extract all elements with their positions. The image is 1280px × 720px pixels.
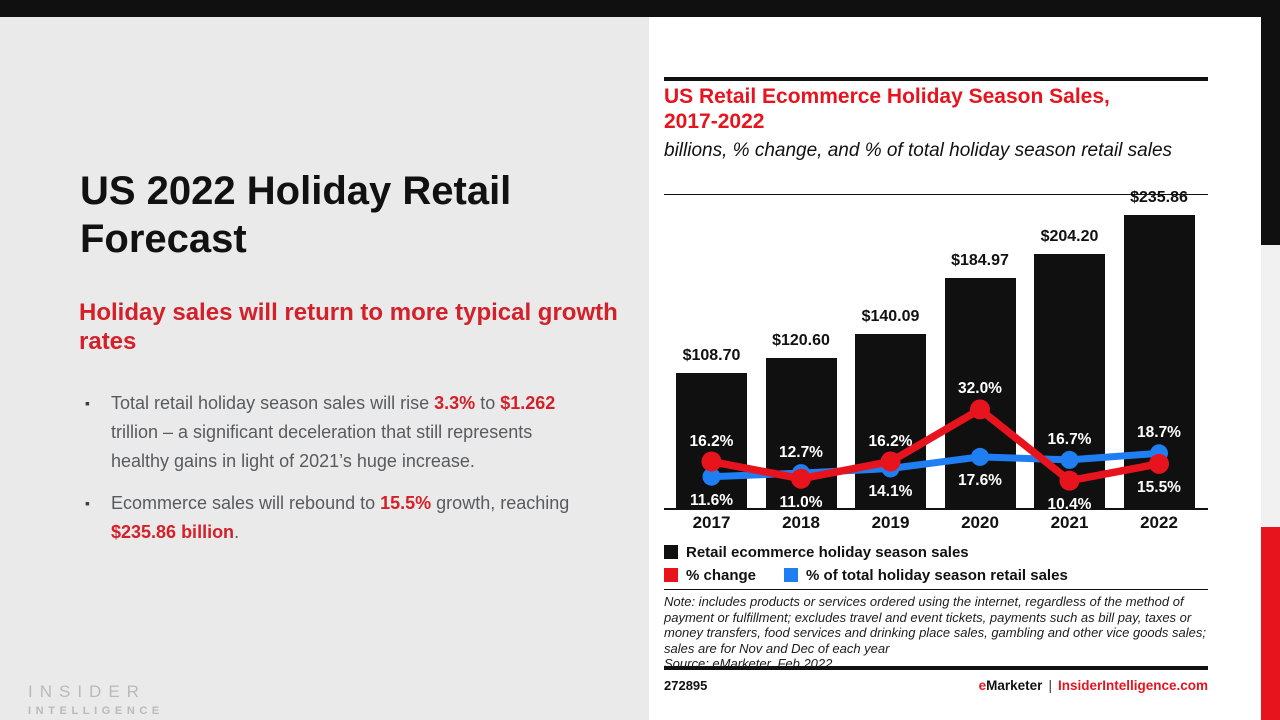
insider-intelligence-url: InsiderIntelligence.com bbox=[1057, 678, 1208, 693]
bar-value-label-2021: $204.20 bbox=[1040, 228, 1099, 246]
logo-line-insider: INSIDER bbox=[28, 682, 146, 701]
bullet-marker: ▪ bbox=[85, 495, 90, 511]
emarketer-rest: Marketer bbox=[986, 678, 1043, 693]
x-axis-label-2022: 2022 bbox=[1140, 513, 1178, 532]
pct-label-above-2019: 16.2% bbox=[868, 432, 913, 450]
text-panel: US 2022 Holiday Retail Forecast Holiday … bbox=[0, 17, 649, 720]
highlighted-text: 3.3% bbox=[434, 393, 476, 413]
pct-label-below-2019: 14.1% bbox=[868, 483, 913, 501]
x-axis-label-2018: 2018 bbox=[782, 513, 820, 532]
x-axis-label-2021: 2021 bbox=[1050, 513, 1089, 532]
pct-label-below-2021: 10.4% bbox=[1047, 495, 1092, 513]
legend-swatch-bars bbox=[664, 545, 678, 559]
chart-panel: US Retail Ecommerce Holiday Season Sales… bbox=[649, 17, 1261, 720]
pct-label-below-2022: 15.5% bbox=[1137, 478, 1181, 496]
x-axis-label-2020: 2020 bbox=[961, 513, 999, 532]
pct-label-above-2018: 12.7% bbox=[779, 444, 823, 462]
body-text: Total retail holiday season sales will r… bbox=[111, 393, 435, 413]
pct-label-below-2017: 11.6% bbox=[689, 491, 734, 509]
bar-value-label-2019: $140.09 bbox=[861, 307, 920, 325]
legend-row-bars: Retail ecommerce holiday season sales bbox=[664, 541, 1068, 563]
chart-top-rule bbox=[664, 77, 1208, 81]
legend-label-pct-change: % change bbox=[686, 566, 757, 584]
highlighted-text: $235.86 billion bbox=[111, 522, 235, 542]
chart-note: Note: includes products or services orde… bbox=[664, 594, 1210, 672]
edge-strip-gray bbox=[1261, 245, 1280, 527]
body-text: growth, reaching bbox=[431, 493, 570, 513]
legend-row-lines: % change % of total holiday season retai… bbox=[664, 564, 1068, 586]
top-accent-bar bbox=[0, 0, 1280, 17]
footer-rule bbox=[664, 666, 1208, 670]
bar-2022 bbox=[1123, 214, 1195, 508]
pct-label-above-2020: 32.0% bbox=[958, 380, 1002, 398]
bar-2021 bbox=[1034, 254, 1105, 508]
body-text: . bbox=[234, 522, 240, 542]
pct-label-above-2022: 18.7% bbox=[1137, 424, 1181, 442]
chart-id: 272895 bbox=[664, 678, 708, 693]
footer-brand: eMarketer | InsiderIntelligence.com bbox=[979, 678, 1208, 693]
body-text: Ecommerce sales will rebound to bbox=[111, 493, 381, 513]
bar-value-label-2017: $108.70 bbox=[682, 346, 741, 364]
insider-intelligence-logo: INSIDER INTELLIGENCE bbox=[28, 682, 164, 717]
highlighted-text: 15.5% bbox=[380, 493, 432, 513]
x-axis-label-2017: 2017 bbox=[692, 513, 731, 532]
bullet-item: ▪ Total retail holiday season sales will … bbox=[85, 389, 595, 476]
body-text: trillion – a significant deceleration th… bbox=[111, 422, 533, 471]
emarketer-e: e bbox=[978, 678, 987, 693]
slide-title: US 2022 Holiday Retail Forecast bbox=[80, 169, 512, 261]
edge-strip-black bbox=[1261, 17, 1280, 245]
edge-strip-red bbox=[1261, 527, 1280, 720]
chart-header-rule bbox=[664, 194, 1208, 195]
bullet-item: ▪ Ecommerce sales will rebound to 15.5% g… bbox=[85, 489, 595, 547]
bullet-list: ▪ Total retail holiday season sales will … bbox=[85, 389, 595, 560]
highlighted-text: $1.262 bbox=[500, 393, 556, 413]
body-text: to bbox=[475, 393, 501, 413]
pct-label-above-2017: 16.2% bbox=[689, 432, 734, 450]
legend-label-share: % of total holiday season retail sales bbox=[806, 566, 1068, 584]
chart-legend: Retail ecommerce holiday season sales % … bbox=[664, 541, 1068, 586]
bar-2019 bbox=[855, 333, 926, 508]
chart-title: US Retail Ecommerce Holiday Season Sales… bbox=[664, 85, 1110, 133]
bar-value-label-2018: $120.60 bbox=[772, 332, 830, 350]
legend-swatch-pct-change bbox=[664, 568, 678, 582]
brand-separator: | bbox=[1048, 678, 1052, 693]
bar-2018 bbox=[765, 358, 837, 508]
bullet-marker: ▪ bbox=[85, 395, 90, 411]
pct-label-above-2021: 16.7% bbox=[1047, 430, 1092, 448]
logo-line-intelligence: INTELLIGENCE bbox=[28, 705, 164, 717]
slide-subtitle: Holiday sales will return to more typica… bbox=[79, 299, 618, 355]
bar-value-label-2020: $184.97 bbox=[951, 252, 1009, 270]
bar-value-label-2022: $235.86 bbox=[1130, 188, 1188, 206]
chart-subtitle: billions, % change, and % of total holid… bbox=[664, 140, 1173, 161]
pct-label-below-2018: 11.0% bbox=[779, 493, 823, 511]
note-text: Note: includes products or services orde… bbox=[664, 594, 1206, 656]
note-rule bbox=[664, 589, 1208, 590]
legend-label-bars: Retail ecommerce holiday season sales bbox=[686, 543, 969, 561]
pct-label-below-2020: 17.6% bbox=[958, 471, 1002, 489]
x-axis-line bbox=[664, 508, 1208, 510]
x-axis-label-2019: 2019 bbox=[871, 513, 910, 532]
legend-swatch-share bbox=[784, 568, 799, 582]
